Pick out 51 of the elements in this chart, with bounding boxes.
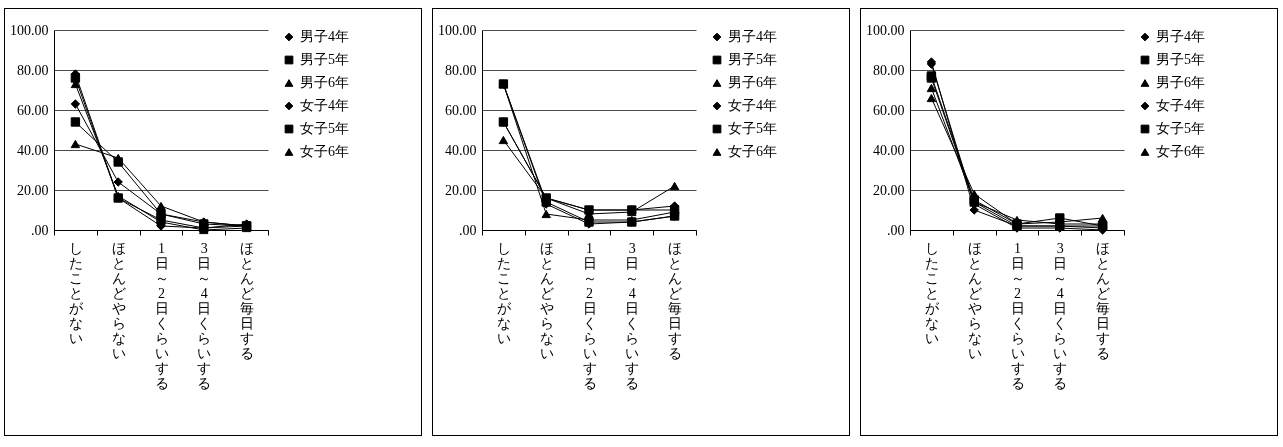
y-tick-label: 100.00 bbox=[10, 22, 49, 38]
x-tick-label: ほとんど毎日する bbox=[1096, 240, 1111, 361]
legend-label: 女子5年 bbox=[1156, 121, 1205, 136]
legend-label: 男子4年 bbox=[728, 29, 777, 44]
category-label: 3日～4日くらいする bbox=[625, 240, 640, 391]
legend-label: 男子4年 bbox=[1156, 29, 1205, 44]
y-tick-label: 20.00 bbox=[445, 182, 477, 198]
legend-label: 男子6年 bbox=[300, 75, 349, 90]
x-tick-label: ほとんどやらない bbox=[539, 240, 554, 361]
x-tick-label: ほとんどやらない bbox=[111, 240, 126, 361]
category-label: 1日～2日くらいする bbox=[582, 240, 597, 391]
y-tick-label: .00 bbox=[31, 222, 49, 238]
category-label: 1日～2日くらいする bbox=[1010, 240, 1025, 391]
legend-label: 男子6年 bbox=[1156, 75, 1205, 90]
y-tick-label: 80.00 bbox=[873, 62, 905, 78]
y-tick-label: 20.00 bbox=[17, 182, 49, 198]
legend-label: 男子4年 bbox=[300, 29, 349, 44]
y-tick-label: 100.00 bbox=[438, 22, 477, 38]
y-tick-label: 100.00 bbox=[866, 22, 905, 38]
y-tick-label: 40.00 bbox=[445, 142, 477, 158]
x-tick-label: したことがない bbox=[496, 240, 512, 346]
y-tick-label: 80.00 bbox=[17, 62, 49, 78]
category-label: 3日～4日くらいする bbox=[197, 240, 212, 391]
legend-label: 女子4年 bbox=[1156, 98, 1205, 113]
legend-label: 女子4年 bbox=[300, 98, 349, 113]
x-tick-label: ほとんど毎日する bbox=[668, 240, 683, 361]
y-tick-label: 40.00 bbox=[873, 142, 905, 158]
legend-label: 男子5年 bbox=[1156, 52, 1205, 67]
legend-label: 女子4年 bbox=[728, 98, 777, 113]
category-label: 3日～4日くらいする bbox=[1053, 240, 1068, 391]
legend-label: 女子6年 bbox=[728, 144, 777, 159]
y-tick-label: .00 bbox=[887, 222, 905, 238]
y-tick-label: 60.00 bbox=[445, 102, 477, 118]
legend-label: 男子5年 bbox=[300, 52, 349, 67]
legend-label: 男子5年 bbox=[728, 52, 777, 67]
y-tick-label: .00 bbox=[459, 222, 477, 238]
legend-label: 女子5年 bbox=[300, 121, 349, 136]
y-tick-label: 40.00 bbox=[17, 142, 49, 158]
x-tick-label: ほとんど毎日する bbox=[240, 240, 255, 361]
y-tick-label: 80.00 bbox=[445, 62, 477, 78]
x-tick-label: したことがない bbox=[68, 240, 84, 346]
legend-label: 男子6年 bbox=[728, 75, 777, 90]
x-tick-label: したことがない bbox=[924, 240, 940, 346]
legend-label: 女子5年 bbox=[728, 121, 777, 136]
x-tick-label: ほとんどやらない bbox=[967, 240, 982, 361]
y-tick-label: 20.00 bbox=[873, 182, 905, 198]
legend-label: 女子6年 bbox=[300, 144, 349, 159]
y-tick-label: 60.00 bbox=[17, 102, 49, 118]
legend-label: 女子6年 bbox=[1156, 144, 1205, 159]
y-tick-label: 60.00 bbox=[873, 102, 905, 118]
category-label: 1日～2日くらいする bbox=[154, 240, 169, 391]
